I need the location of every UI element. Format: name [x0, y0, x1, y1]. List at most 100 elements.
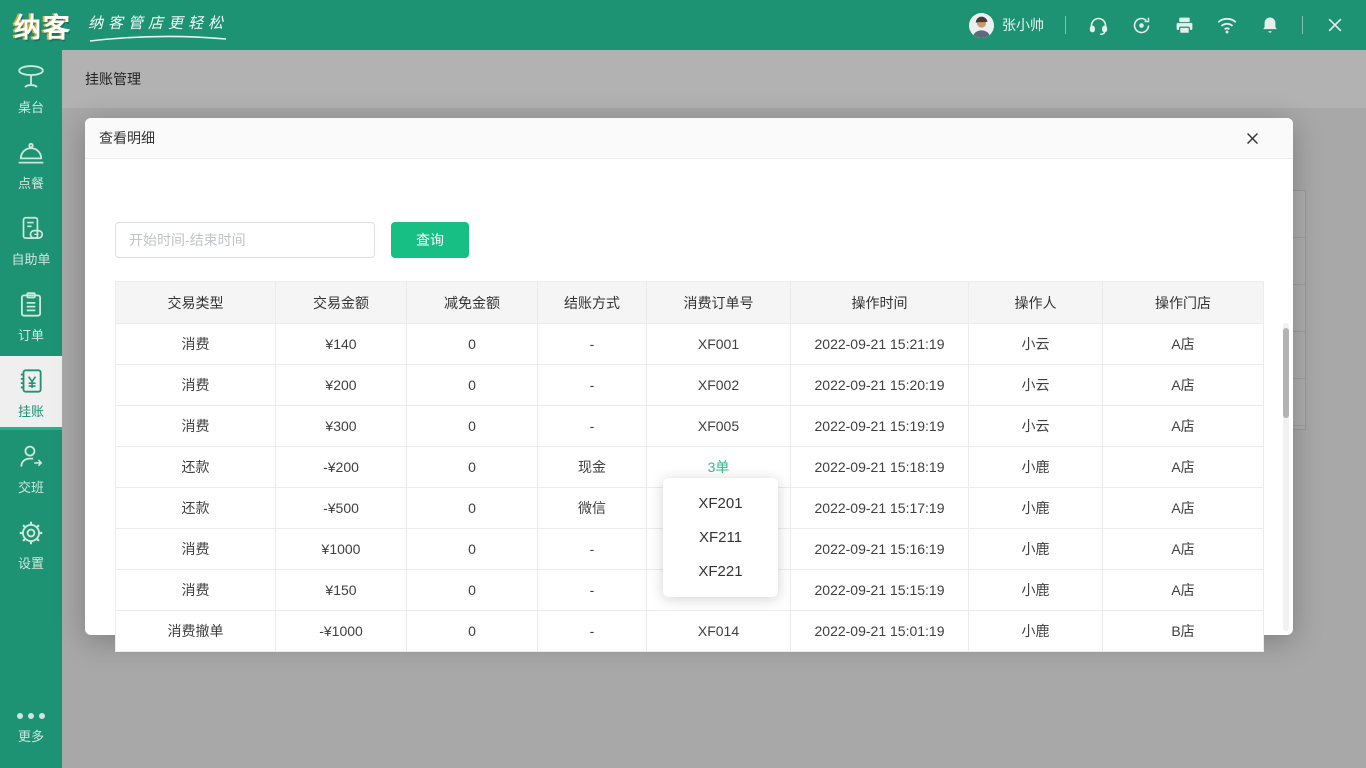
col-header: 减免金额	[406, 281, 538, 324]
table-cell: XF002	[646, 364, 791, 406]
table-cell: 2022-09-21 15:15:19	[790, 569, 969, 611]
more-dots-icon	[17, 713, 45, 719]
sidebar-item-orders[interactable]: 订单	[0, 280, 62, 354]
close-window-icon[interactable]	[1324, 14, 1346, 36]
table-cell: -	[537, 323, 647, 365]
bell-icon[interactable]	[1259, 14, 1281, 36]
table-cell: ¥200	[275, 364, 407, 406]
table-cell: -	[537, 405, 647, 447]
table-cell: ¥150	[275, 569, 407, 611]
sidebar-item-settings[interactable]: 设置	[0, 508, 62, 582]
table-cell: 2022-09-21 15:16:19	[790, 528, 969, 570]
username: 张小帅	[1002, 17, 1044, 33]
col-header: 操作人	[968, 281, 1103, 324]
table-cell: 消费撤单	[115, 610, 276, 652]
ledger-yuan-icon	[20, 369, 42, 393]
table-header-row: 交易类型 交易金额 减免金额 结账方式 消费订单号 操作时间 操作人 操作门店	[115, 281, 1264, 324]
table-cell: 2022-09-21 15:21:19	[790, 323, 969, 365]
sidebar-item-credit[interactable]: 挂账	[0, 356, 62, 430]
table-cell: 消费	[115, 364, 276, 406]
table-cell: 现金	[537, 446, 647, 488]
gear-icon	[19, 521, 43, 545]
modal-close-icon[interactable]	[1241, 127, 1263, 149]
table-cell: 0	[406, 528, 538, 570]
col-header: 结账方式	[537, 281, 647, 324]
col-header: 消费订单号	[646, 281, 791, 324]
table-cell: 消费	[115, 405, 276, 447]
tagline-underline	[89, 35, 227, 42]
user-menu[interactable]: 张小帅	[969, 12, 1044, 38]
sidebar-item-shift[interactable]: 交班	[0, 432, 62, 506]
table-cell: 0	[406, 405, 538, 447]
table-cell: 小云	[968, 364, 1103, 406]
table-cell: -	[537, 610, 647, 652]
self-order-icon	[22, 216, 44, 239]
table-cell: -¥500	[275, 487, 407, 529]
table-cell: A店	[1102, 323, 1264, 365]
table-cell: 0	[406, 364, 538, 406]
sidebar-item-tables[interactable]: 桌台	[0, 52, 62, 126]
table-cell: A店	[1102, 528, 1264, 570]
table-row: 消费 ¥140 0- XF001 2022-09-21 15:21:19 小云 A店	[115, 323, 1264, 365]
sync-icon[interactable]	[1130, 14, 1152, 36]
table-cell: A店	[1102, 446, 1264, 488]
table-cell: 2022-09-21 15:18:19	[790, 446, 969, 488]
scrollbar-thumb[interactable]	[1283, 328, 1289, 418]
popup-order-item[interactable]: XF201	[698, 495, 743, 512]
popup-order-item[interactable]: XF221	[698, 563, 743, 580]
table-cell: A店	[1102, 569, 1264, 611]
table-cell: 0	[406, 323, 538, 365]
table-cell: ¥1000	[275, 528, 407, 570]
page-title: 挂账管理	[85, 71, 141, 87]
sidebar-item-self-service[interactable]: 自助单	[0, 204, 62, 278]
table-cell: ¥140	[275, 323, 407, 365]
sidebar: 桌台 点餐 自助单 订单 挂账	[0, 50, 62, 768]
table-cell: 消费	[115, 323, 276, 365]
brand-tagline: 纳客管店更轻松	[88, 12, 228, 45]
table-cell: 0	[406, 569, 538, 611]
printer-icon[interactable]	[1173, 14, 1195, 36]
table-row: 消费 ¥150 0- 2022-09-21 15:15:19 小鹿 A店	[115, 569, 1264, 611]
topbar-divider	[1065, 16, 1066, 34]
col-header: 交易类型	[115, 281, 276, 324]
table-cell: 还款	[115, 487, 276, 529]
table-row: 消费撤单 -¥1000 0- XF014 2022-09-21 15:01:19 小鹿 B店	[115, 610, 1264, 652]
table-cell: 消费	[115, 569, 276, 611]
wifi-icon[interactable]	[1216, 14, 1238, 36]
table-cell: 0	[406, 610, 538, 652]
brand-logo: 纳客	[14, 12, 72, 43]
table-cell: -	[537, 528, 647, 570]
page-header: 挂账管理	[62, 50, 1366, 108]
table-row: 还款 -¥200 0 现金 3单 2022-09-21 15:18:19 小鹿 A店	[115, 446, 1264, 488]
modal-body: 查询 交易类型 交易金额 减免金额 结账方式 消费订单号 操作时间 操作人 操作…	[85, 159, 1293, 652]
date-range-input[interactable]	[115, 222, 375, 258]
table-cell: 小鹿	[968, 528, 1103, 570]
table-cell: 小鹿	[968, 446, 1103, 488]
popup-order-item[interactable]: XF211	[698, 529, 743, 546]
table-icon	[18, 65, 44, 88]
table-cell: 微信	[537, 487, 647, 529]
query-button[interactable]: 查询	[391, 222, 469, 258]
table-cell: 小鹿	[968, 569, 1103, 611]
avatar	[969, 12, 994, 38]
scrollbar-track[interactable]	[1283, 323, 1289, 631]
table-cell: 小云	[968, 323, 1103, 365]
sidebar-item-order-food[interactable]: 点餐	[0, 128, 62, 202]
topbar-divider	[1302, 16, 1303, 34]
table-cell: XF014	[646, 610, 791, 652]
orders-popup: XF201 XF211 XF221	[663, 478, 778, 597]
col-header: 操作时间	[790, 281, 969, 324]
table-cell: 0	[406, 446, 538, 488]
sidebar-item-more[interactable]: 更多	[0, 700, 62, 756]
modal-header: 查看明细	[85, 118, 1293, 159]
table-cell: A店	[1102, 405, 1264, 447]
table-cell: 小鹿	[968, 487, 1103, 529]
orders-count-link[interactable]: 3单	[707, 459, 730, 475]
table-cell: 消费	[115, 528, 276, 570]
table-cell: 2022-09-21 15:01:19	[790, 610, 969, 652]
table-cell: -	[537, 569, 647, 611]
top-bar: 纳客 纳客管店更轻松 张小帅	[0, 0, 1366, 50]
table-cell: 0	[406, 487, 538, 529]
headset-icon[interactable]	[1087, 14, 1109, 36]
table-cell: A店	[1102, 364, 1264, 406]
